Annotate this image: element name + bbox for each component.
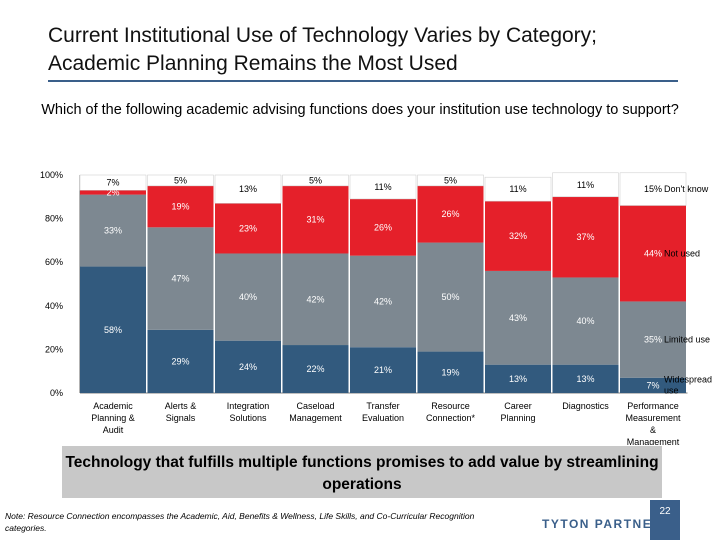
data-label: 47% <box>171 274 189 284</box>
bar-segment <box>417 351 484 393</box>
bar-segment <box>147 227 214 330</box>
bar-segment <box>80 266 146 393</box>
bar-segment <box>485 364 551 393</box>
data-label: 13% <box>576 374 594 384</box>
data-label: 22% <box>306 364 324 374</box>
bar-segment <box>80 190 146 195</box>
category-label: Caseload Management <box>289 401 342 423</box>
bar-segment <box>282 345 349 393</box>
bar-segment <box>282 174 349 187</box>
bar-segment <box>350 198 416 256</box>
data-label: 26% <box>441 209 459 219</box>
bar-segment <box>417 242 484 352</box>
data-label: 15% <box>644 184 662 194</box>
y-tick-label: 40% <box>45 301 63 311</box>
stacked-bar-chart: 0%20%40%60%80%100%58%33%2%7%Academic Plan… <box>40 170 712 445</box>
survey-question: Which of the following academic advising… <box>41 102 679 118</box>
data-label: 13% <box>509 374 527 384</box>
bar-segment <box>147 329 214 393</box>
data-label: 32% <box>509 231 527 241</box>
legend-label: Limited use <box>664 335 710 345</box>
bar-segment <box>214 174 282 204</box>
bar-segment <box>552 196 619 278</box>
data-label: 42% <box>374 296 392 306</box>
data-label: 7% <box>646 380 659 390</box>
bar-segment <box>282 253 349 346</box>
data-label: 11% <box>509 184 526 194</box>
category-label: Diagnostics <box>562 401 609 411</box>
bar-segment <box>484 176 552 202</box>
y-tick-label: 20% <box>45 344 63 354</box>
page-title: Current Institutional Use of Technology … <box>48 24 598 75</box>
page-number: 22 <box>650 500 680 540</box>
data-label: 35% <box>644 335 662 345</box>
bar-segment <box>620 205 686 302</box>
bar-segment <box>552 364 619 393</box>
bar-segment <box>485 201 551 271</box>
bar-segment <box>350 255 416 348</box>
category-label: Career Planning <box>500 401 535 423</box>
category-label: Resource Connection* <box>426 401 476 423</box>
legend-label: Widespread use <box>664 374 712 395</box>
data-label: 21% <box>374 365 392 375</box>
category-label: Integration Solutions <box>227 401 270 423</box>
data-label: 23% <box>239 223 257 233</box>
y-tick-label: 0% <box>50 388 63 398</box>
data-label: 13% <box>239 184 257 194</box>
category-label: Transfer Evaluation <box>362 401 404 423</box>
category-label: Alerts & Signals <box>165 401 197 423</box>
bar-segment <box>620 377 686 393</box>
data-label: 11% <box>577 180 594 190</box>
data-label: 37% <box>576 232 594 242</box>
bar-segment <box>79 174 147 191</box>
bar-segment <box>417 185 484 243</box>
bar-segment <box>282 185 349 254</box>
data-label: 19% <box>441 367 459 377</box>
bar-segment <box>417 174 484 187</box>
data-label: 31% <box>306 215 324 225</box>
data-label: 5% <box>444 175 457 185</box>
data-label: 19% <box>171 202 189 212</box>
bar-segment <box>620 301 686 378</box>
bar-segment <box>147 174 214 187</box>
takeaway-banner: Technology that fulfills multiple functi… <box>62 446 662 498</box>
y-tick-label: 60% <box>45 257 63 267</box>
bar-segment <box>349 174 417 200</box>
bar-segment <box>485 270 551 365</box>
bar-segment <box>147 185 214 228</box>
data-label: 50% <box>441 292 459 302</box>
data-label: 26% <box>374 222 392 232</box>
y-tick-label: 80% <box>45 214 63 224</box>
category-label: Performance Measurement & Management <box>625 401 681 445</box>
legend-label: Don't know <box>664 184 709 194</box>
data-label: 40% <box>576 316 594 326</box>
bar-segment <box>552 172 619 198</box>
company-logo: TYTON PARTNERS <box>542 517 672 531</box>
data-label: 5% <box>309 175 322 185</box>
data-label: 5% <box>174 175 187 185</box>
data-label: 29% <box>171 356 189 366</box>
bar-segment <box>215 253 281 341</box>
bar-segment <box>80 194 146 267</box>
legend-label: Not used <box>664 248 700 258</box>
category-label: Academic Planning & Audit <box>91 401 135 435</box>
data-label: 44% <box>644 248 662 258</box>
data-label: 11% <box>374 182 391 192</box>
footnote: Note: Resource Connection encompasses th… <box>5 511 475 533</box>
data-label: 58% <box>104 325 122 335</box>
data-label: 7% <box>106 178 119 188</box>
data-label: 33% <box>104 226 122 236</box>
y-tick-label: 100% <box>40 170 63 180</box>
bar-segment <box>619 172 687 206</box>
data-label: 42% <box>306 294 324 304</box>
bar-segment <box>215 203 281 254</box>
data-label: 43% <box>509 313 527 323</box>
title-divider <box>48 80 678 82</box>
bar-segment <box>552 277 619 365</box>
bar-segment <box>350 347 416 393</box>
data-label: 40% <box>239 292 257 302</box>
data-label: 2% <box>106 187 119 197</box>
data-label: 24% <box>239 362 257 372</box>
bar-segment <box>215 340 281 393</box>
